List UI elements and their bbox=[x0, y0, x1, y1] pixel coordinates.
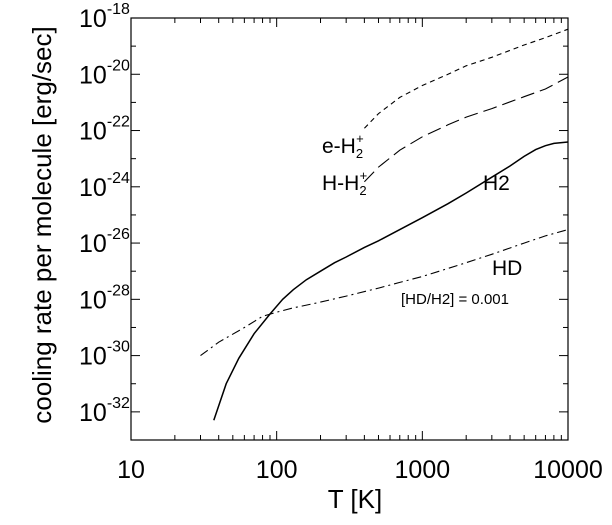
y-tick-label: 10-20 bbox=[79, 57, 130, 89]
series-line-e-h2 bbox=[364, 28, 569, 129]
y-tick-label: 10-24 bbox=[79, 170, 130, 202]
annotation-h-h2plus: H-H2+ bbox=[322, 168, 367, 198]
series-lines bbox=[200, 28, 569, 421]
annotation-ratio: [HD/H2] = 0.001 bbox=[401, 291, 509, 308]
axis-ticks bbox=[130, 17, 568, 441]
y-axis-title: cooling rate per molecule [erg/sec] bbox=[27, 26, 57, 423]
x-tick-label: 10 bbox=[117, 456, 145, 484]
y-tick-label: 10-22 bbox=[79, 114, 130, 146]
annotation-e-h2plus: e-H2+ bbox=[322, 131, 364, 161]
y-tick-label: 10-28 bbox=[79, 282, 130, 314]
y-tick-label: 10-18 bbox=[79, 1, 130, 33]
series-line-hd bbox=[200, 229, 569, 357]
y-tick-label: 10-26 bbox=[79, 226, 130, 258]
plot-frame-rect bbox=[130, 17, 569, 441]
y-tick-label: 10-32 bbox=[79, 395, 130, 427]
series-line-h2 bbox=[213, 141, 569, 421]
x-tick-label: 10000 bbox=[533, 456, 603, 484]
series-line-h-h2 bbox=[364, 76, 569, 183]
x-axis-title: T [K] bbox=[328, 484, 382, 514]
x-tick-label: 100 bbox=[256, 456, 298, 484]
x-tick-label: 1000 bbox=[395, 456, 451, 484]
annotation-hd: HD bbox=[492, 257, 522, 280]
y-tick-label: 10-30 bbox=[79, 339, 130, 371]
plot-frame bbox=[130, 17, 569, 441]
tick-labels: 10 100 1000 10000 10-18 10-20 10-22 10-24 10-26 1… bbox=[79, 1, 603, 484]
annotation-h2: H2 bbox=[483, 172, 510, 195]
